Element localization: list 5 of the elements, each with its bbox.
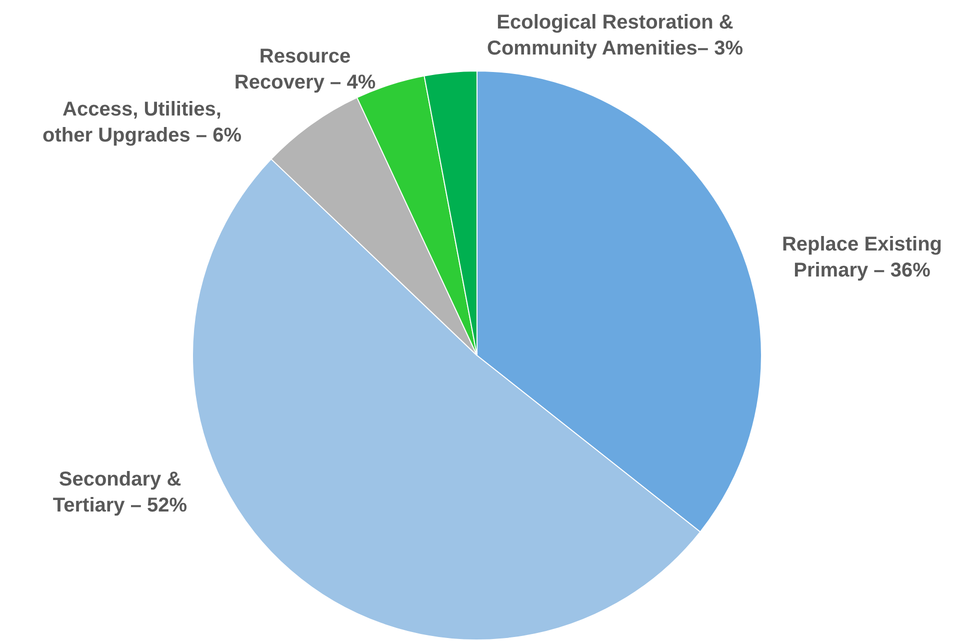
slice-label: Replace Existing Primary – 36%	[782, 234, 942, 282]
slice-label: Ecological Restoration & Community Amenities– 3%	[487, 12, 744, 60]
slice-label: Secondary & Tertiary – 52%	[52, 468, 188, 517]
slice-label: Access, Utilities, other Upgrades – 6%	[42, 98, 242, 147]
slice-label: Resource Recovery – 4%	[234, 46, 376, 94]
